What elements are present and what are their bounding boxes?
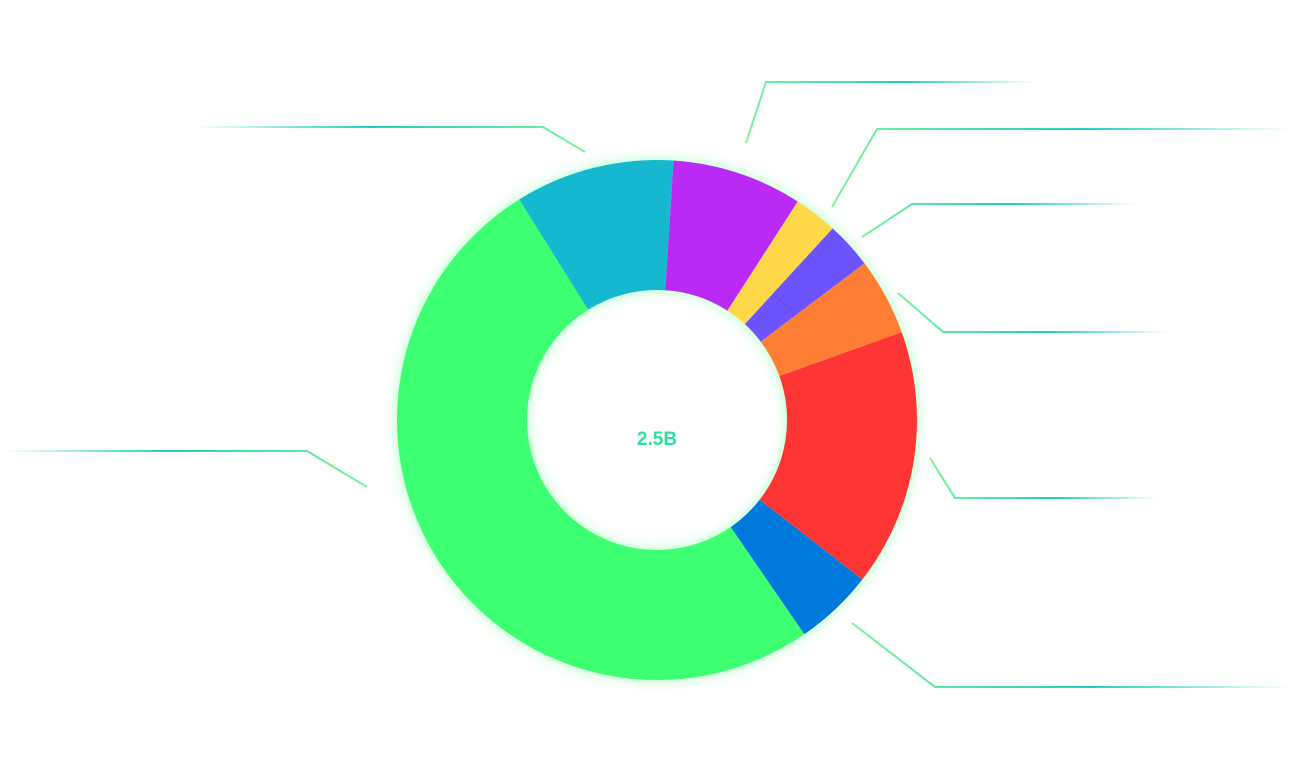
donut-segment <box>727 201 833 325</box>
donut-segment <box>759 332 917 580</box>
leader-line <box>745 81 1035 144</box>
leader-line <box>195 126 586 153</box>
donut-segment <box>760 263 902 377</box>
leader-line <box>929 457 1158 499</box>
donut <box>396 160 917 681</box>
donut-segment <box>730 499 863 635</box>
donut-segment <box>665 160 798 311</box>
center-label: 2.5B <box>637 429 677 450</box>
leader-line <box>861 203 1135 238</box>
donut-segment <box>396 199 805 681</box>
leader-line <box>851 622 1290 688</box>
leader-line <box>5 450 368 488</box>
leader-line <box>897 292 1168 333</box>
donut-segment <box>519 160 674 310</box>
leader-lines <box>5 81 1290 688</box>
leader-line <box>831 128 1290 208</box>
donut-segment <box>744 228 865 342</box>
